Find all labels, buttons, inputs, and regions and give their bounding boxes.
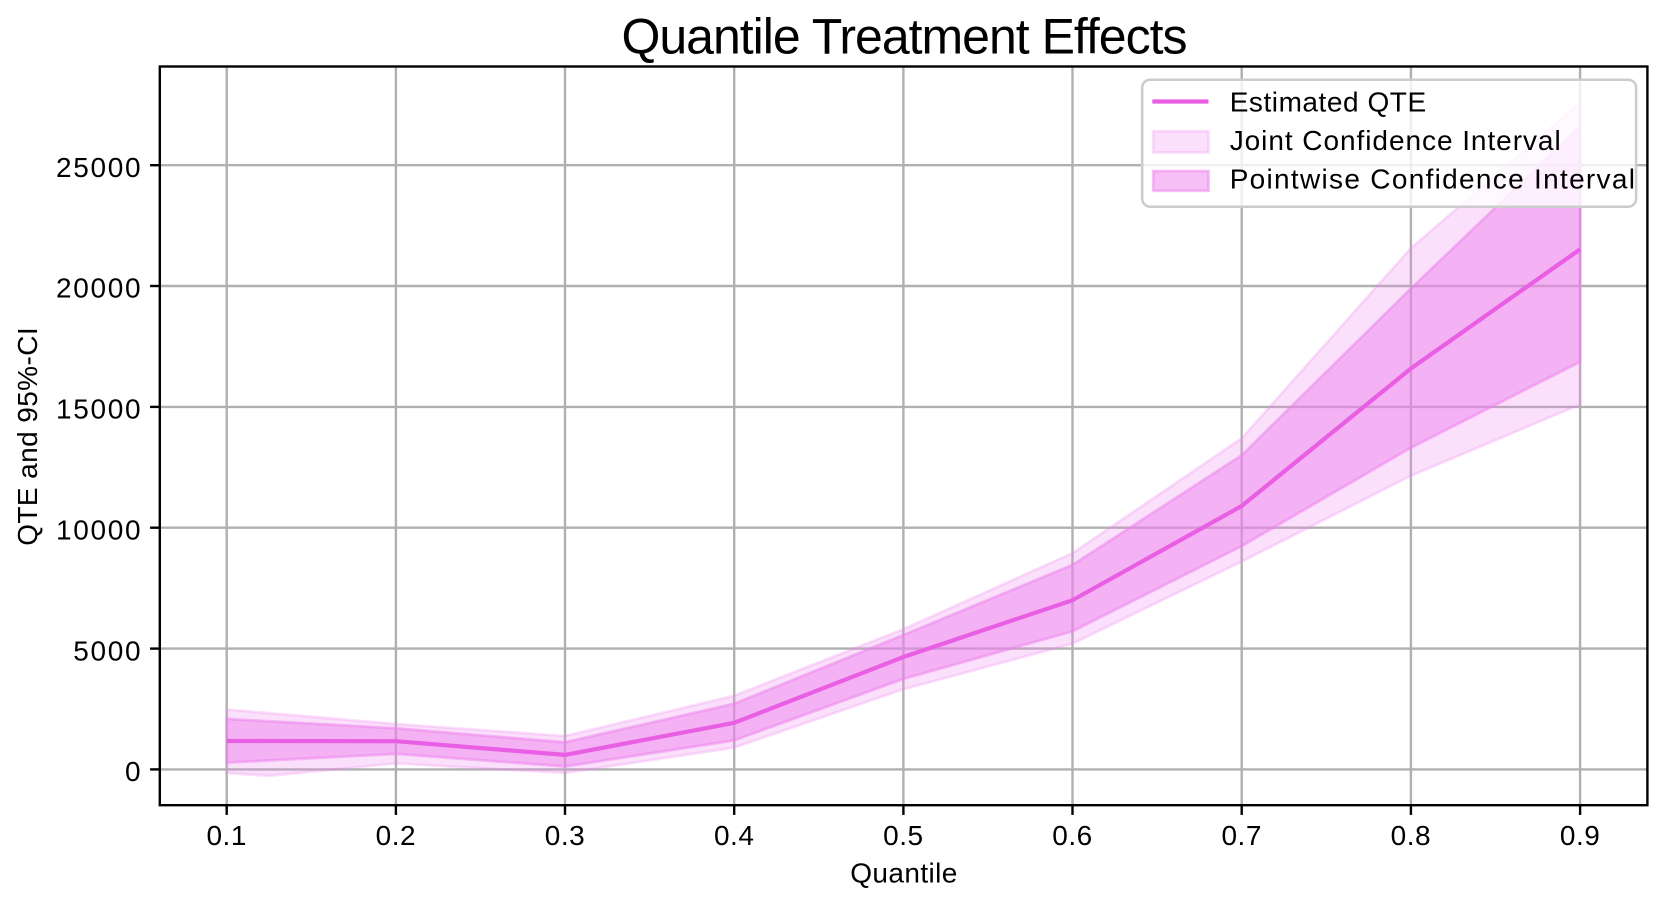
svg-text:QTE and 95%-CI: QTE and 95%-CI <box>12 327 43 546</box>
svg-text:0.5: 0.5 <box>883 820 923 851</box>
svg-text:0.9: 0.9 <box>1560 820 1600 851</box>
svg-text:25000: 25000 <box>56 152 142 183</box>
svg-text:0.8: 0.8 <box>1391 820 1431 851</box>
svg-text:0: 0 <box>125 756 142 787</box>
svg-text:0.3: 0.3 <box>545 820 585 851</box>
svg-text:Pointwise Confidence Interval: Pointwise Confidence Interval <box>1230 164 1637 195</box>
svg-text:0.4: 0.4 <box>714 820 754 851</box>
svg-text:Joint Confidence Interval: Joint Confidence Interval <box>1230 125 1562 156</box>
svg-text:0.6: 0.6 <box>1052 820 1092 851</box>
svg-text:0.7: 0.7 <box>1221 820 1261 851</box>
svg-text:Estimated QTE: Estimated QTE <box>1230 87 1427 118</box>
svg-text:0.2: 0.2 <box>376 820 416 851</box>
svg-text:20000: 20000 <box>56 273 142 304</box>
svg-text:15000: 15000 <box>56 394 142 425</box>
svg-text:5000: 5000 <box>73 635 142 666</box>
svg-text:10000: 10000 <box>56 514 142 545</box>
svg-text:0.1: 0.1 <box>206 820 246 851</box>
svg-text:Quantile Treatment Effects: Quantile Treatment Effects <box>621 9 1186 65</box>
svg-text:Quantile: Quantile <box>850 858 958 889</box>
